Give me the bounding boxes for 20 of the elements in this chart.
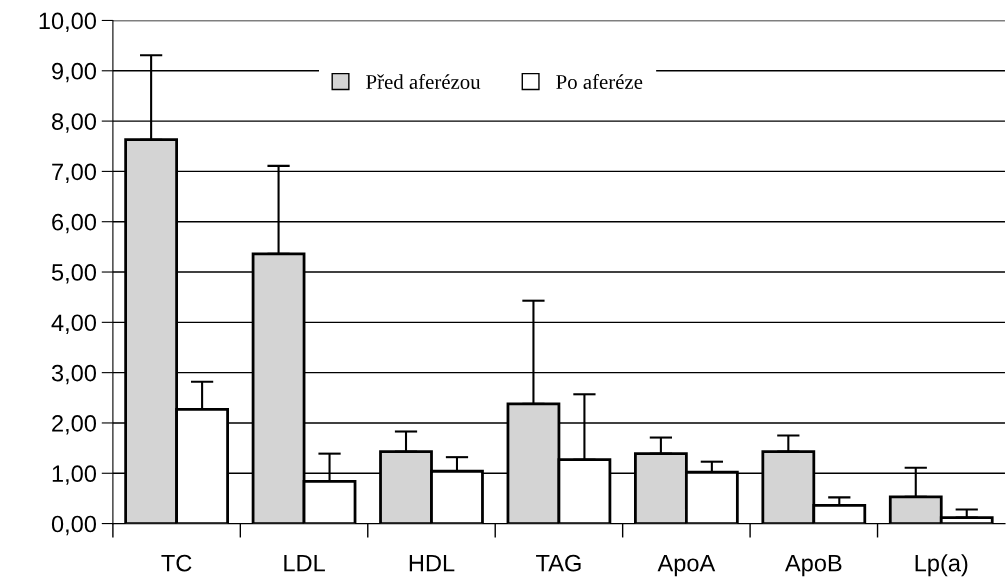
- x-tick-label: LDL: [284, 555, 325, 572]
- x-tick-label: ApoB: [784, 555, 842, 577]
- y-tick-label: 8,00: [52, 113, 96, 133]
- x-tick-label: Lp(a): [915, 554, 968, 577]
- y-tick-label: 5,00: [51, 264, 96, 284]
- y-tick-label: 10,00: [39, 12, 97, 33]
- legend-label: Po aferéze: [556, 74, 643, 89]
- y-tick-label: 4,00: [51, 314, 96, 334]
- x-tick-label: TC: [161, 554, 192, 572]
- y-tick-label: 0,00: [51, 515, 96, 536]
- y-tick-label: 9,00: [52, 62, 96, 83]
- y-tick-label: 7,00: [52, 163, 96, 183]
- y-tick-label: 6,00: [52, 213, 96, 234]
- x-tick-label: HDL: [409, 555, 455, 572]
- y-tick-label: 2,00: [52, 415, 96, 435]
- y-tick-label: 3,00: [51, 364, 96, 385]
- x-tick-label: ApoA: [657, 555, 716, 577]
- x-tick-label: TAG: [536, 554, 581, 572]
- y-tick-label: 1,00: [52, 465, 96, 485]
- legend-label: Před aferézou: [366, 74, 481, 89]
